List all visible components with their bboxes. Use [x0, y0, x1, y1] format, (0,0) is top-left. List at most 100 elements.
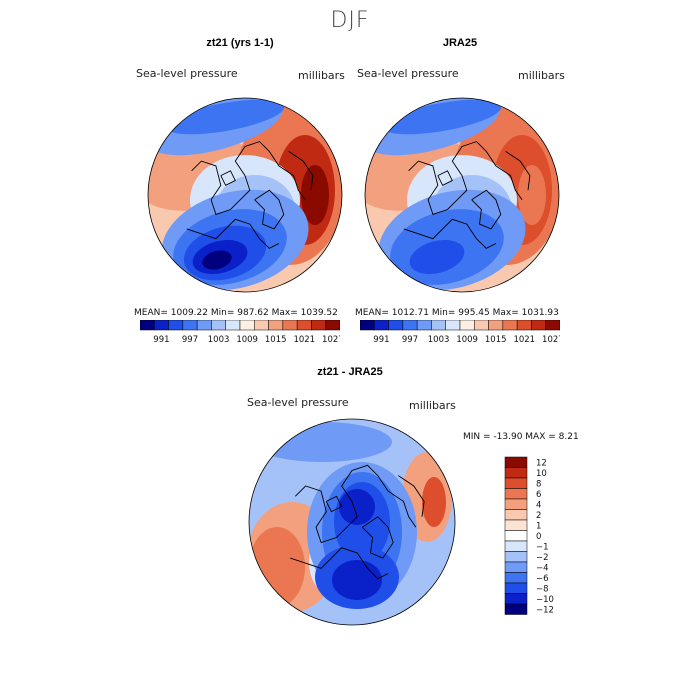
panel1-colorbar-swatch: [268, 320, 284, 331]
panel2-colorbar-tick: 1027: [542, 335, 560, 345]
panel1-map: [147, 97, 343, 293]
panel2-mean: 1012.71: [391, 308, 429, 318]
panel2-units: millibars: [518, 69, 565, 82]
panel3-colorbar-swatch: [504, 477, 528, 489]
panel1-min: 987.62: [237, 308, 269, 318]
panel1-coastline-1: [186, 218, 280, 249]
panel1-colorbar-tick: 997: [182, 335, 198, 345]
panel3-coastline-1: [290, 547, 389, 580]
panel1-colorbar-swatch: [182, 320, 198, 331]
panel2-variable: Sea-level pressure: [357, 67, 459, 80]
panel2-max-label: Max=: [492, 308, 519, 318]
panel2-coastline-1: [403, 218, 497, 249]
panel1-title: zt21 (yrs 1-1): [206, 37, 274, 49]
panel2-map: [364, 97, 560, 293]
panel2-field-contour-4: [518, 165, 546, 225]
panel3-colorbar-swatch: [504, 519, 528, 531]
panel2-colorbar-swatch: [388, 320, 404, 331]
panel3-field-contour-10: [339, 489, 375, 525]
panel2-mean-label: MEAN=: [355, 308, 389, 318]
panel3-colorbar-swatch: [504, 488, 528, 500]
panel3-coastline-3: [325, 495, 343, 513]
panel2-colorbar-swatch: [445, 320, 461, 331]
panel1-colorbar-swatch: [311, 320, 326, 331]
panel2-colorbar-tick: 1003: [428, 335, 450, 345]
panel2-colorbar: 991997100310091015102110271033: [360, 320, 560, 345]
panel2-colorbar-swatch: [459, 320, 475, 331]
panel2-coastline-3: [437, 170, 453, 186]
panel1-map-boundary: [147, 97, 343, 293]
panel3-colorbar-tick: −6: [536, 574, 549, 584]
panel3-colorbar-swatch: [504, 456, 528, 468]
panel1-colorbar-swatch: [140, 320, 155, 331]
panel2-min: 995.45: [458, 308, 490, 318]
panel2-colorbar-swatch: [374, 320, 389, 331]
panel3-variable: Sea-level pressure: [247, 396, 349, 409]
panel2-field-contour-13: [419, 250, 449, 270]
panel2-min-label: Min=: [431, 308, 456, 318]
figure-title: DJF: [330, 8, 370, 33]
panel2-coastline-2: [471, 189, 502, 230]
panel3-colorbar-tick: −4: [536, 563, 549, 573]
panel1-colorbar-swatch: [225, 320, 241, 331]
panel3-colorbar-swatch: [504, 530, 528, 542]
panel2-colorbar-tick: 991: [373, 335, 389, 345]
panel2-field-contour-6: [382, 99, 502, 135]
panel1-colorbar-tick: 1015: [265, 335, 287, 345]
panel3-colorbar-tick: −8: [536, 584, 549, 594]
panel1-units: millibars: [298, 69, 345, 82]
panel1-colorbar-swatch: [211, 320, 226, 331]
panel1-colorbar-swatch: [296, 320, 312, 331]
panel3-colorbar-tick: 12: [536, 458, 547, 468]
panel3-colorbar-tick: 6: [536, 490, 541, 500]
panel1-colorbar-tick: 991: [153, 335, 169, 345]
panel1-coastline-0: [191, 141, 306, 215]
panel3-coastline-4: [398, 475, 425, 517]
panel3-colorbar-swatch: [504, 593, 528, 605]
panel1-mean: 1009.22: [170, 308, 208, 318]
panel1-colorbar-swatch: [239, 320, 255, 331]
panel2-colorbar-swatch: [488, 320, 504, 331]
panel3-field-contour-2: [249, 527, 305, 607]
panel3-colorbar-tick: −2: [536, 553, 549, 563]
panel2-colorbar-swatch: [474, 320, 489, 331]
panel3-colorbar-swatch: [504, 551, 528, 563]
panel1-coastline-4: [288, 151, 314, 191]
panel3-colorbar-swatch: [504, 540, 528, 552]
panel3-colorbar-tick: 0: [536, 532, 541, 542]
panel2-colorbar-swatch: [516, 320, 532, 331]
panel1-field-contour-4: [301, 165, 329, 225]
panel3-colorbar-swatch: [504, 467, 528, 479]
panel1-colorbar-tick: 1003: [208, 335, 230, 345]
panel3-colorbar-swatch: [504, 582, 528, 594]
panel1-max-label: Max=: [271, 308, 298, 318]
panel2-colorbar-swatch: [502, 320, 518, 331]
panel3-field-contour-12: [332, 560, 382, 600]
panel3-colorbar-tick: 8: [536, 479, 541, 489]
panel1-coastline-3: [220, 170, 236, 186]
panel1-colorbar-swatch: [282, 320, 298, 331]
panel1-colorbar-swatch: [196, 320, 212, 331]
panel3-map-boundary: [248, 418, 456, 626]
panel3-map: [248, 418, 456, 626]
panel3-colorbar-tick: −1: [536, 542, 549, 552]
panel2-colorbar-swatch: [360, 320, 375, 331]
panel1-colorbar-swatch: [154, 320, 169, 331]
panel3-units: millibars: [409, 399, 456, 412]
panel1-colorbar-swatch: [254, 320, 269, 331]
panel3-coastline-2: [361, 516, 394, 559]
panel3-field-contour-5: [422, 477, 446, 527]
panel2-colorbar-tick: 1015: [485, 335, 507, 345]
panel3-colorbar-swatch: [504, 572, 528, 584]
panel1-mean-label: MEAN=: [134, 308, 168, 318]
panel3-stats: MIN = -13.90 MAX = 8.21: [463, 432, 579, 442]
panel1-stats: MEAN= 1009.22 Min= 987.62 Max= 1039.52: [134, 308, 338, 318]
panel1-colorbar: 991997100310091015102110271033: [140, 320, 340, 345]
panel3-colorbar-swatch: [504, 603, 528, 615]
panel2-colorbar-tick: 1021: [513, 335, 535, 345]
panel3-colorbar-swatch: [504, 561, 528, 573]
panel1-max: 1039.52: [300, 308, 338, 318]
panel2-colorbar-tick: 997: [402, 335, 418, 345]
panel2-coastline-0: [408, 141, 523, 215]
